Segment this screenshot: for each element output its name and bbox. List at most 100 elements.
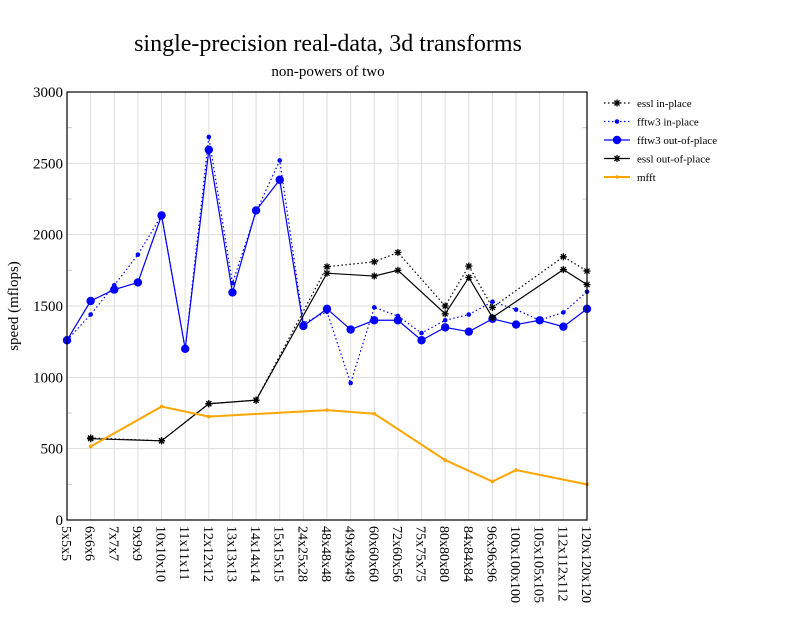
x-tick-label: 10x10x10 [153,526,168,582]
data-point [490,299,495,305]
star-marker [465,273,473,281]
star-marker [323,269,331,277]
series-line [90,268,588,442]
y-tick-label: 1000 [33,370,63,386]
x-tick-label: 7x7x7 [105,526,120,561]
data-point [275,175,284,184]
star-stroke [371,258,378,265]
data-point [88,444,93,449]
chart-subtitle: non-powers of two [271,64,384,80]
legend-item: essl in-place [604,98,692,110]
data-point [466,312,472,317]
legend-item: fftw3 in-place [604,117,699,129]
legend-label: fftw3 in-place [637,117,699,129]
x-tick-label: 84x84x84 [460,526,475,582]
y-tick-label: 1500 [33,299,63,315]
star-stroke [394,267,401,274]
data-point [180,344,190,353]
data-point [514,468,518,472]
x-tick-label: 100x100x100 [507,526,522,603]
y-axis-label: speed (mflops) [6,261,22,351]
x-tick-label: 15x15x15 [271,526,286,582]
series-essl-out-of-place [87,266,591,445]
star-stroke [442,303,449,309]
data-point [440,323,450,332]
star-stroke [465,274,472,281]
data-point [417,336,426,345]
data-point [535,316,544,325]
star-marker [205,400,213,408]
data-point [110,285,119,294]
x-tick-label: 75x75x75 [413,526,428,582]
chart-title: single-precision real-data, 3d transform… [134,31,522,57]
x-tick-label: 96x96x96 [483,526,498,582]
data-point [207,414,211,419]
star-marker [613,99,621,107]
data-point [372,411,377,416]
legend: essl in-place fftw3 in-place fftw3 out-of-… [604,98,717,184]
star-marker [252,396,260,404]
star-marker [323,263,331,271]
series-mfft [88,404,589,487]
star-marker [613,155,621,162]
star-stroke [253,397,260,404]
legend-label: fftw3 out-of-place [637,135,717,147]
x-tick-label: 5x5x5 [58,526,73,561]
x-tick-label: 120x120x120 [578,526,593,603]
data-point [157,211,166,220]
data-point [490,479,495,484]
data-point [511,320,521,329]
data-point [513,307,519,312]
star-stroke [87,435,94,442]
x-tick-label: 60x60x60 [365,526,380,582]
star-marker [441,310,449,318]
star-marker [87,435,95,443]
star-marker [394,249,402,256]
star-stroke [614,100,620,106]
x-tick-label: 80x80x80 [436,526,451,582]
data-point [133,278,143,287]
series-group [62,134,592,487]
legend-item: mfft [604,172,656,184]
x-tick-label: 9x9x9 [129,526,144,561]
star-marker [488,303,496,311]
star-stroke [371,273,378,279]
x-tick-label: 12x12x12 [200,526,215,582]
star-marker [559,253,567,261]
star-marker [465,262,473,270]
x-tick-label: 49x49x49 [342,526,357,582]
legend-item: essl out-of-place [604,154,710,166]
data-point [346,325,355,334]
x-tick-label: 105x105x105 [531,526,546,603]
tick-labels: 5x5x5 6x6x6 7x7x7 9x9x9 10x10x10 11x11x11 12x1… [33,85,593,603]
x-tick-label: 6x6x6 [82,526,97,561]
data-point [443,458,447,462]
data-point [299,321,308,331]
data-point [325,408,329,412]
data-point [348,380,353,386]
star-stroke [205,400,212,407]
data-point [206,134,212,140]
star-stroke [324,270,330,277]
star-stroke [465,263,472,270]
x-tick-label: 48x48x48 [318,526,333,582]
star-marker [441,302,449,310]
x-tick-label: 112x112x112 [554,526,569,601]
data-point [322,304,332,314]
star-stroke [158,437,165,444]
star-marker [370,272,378,280]
data-point [86,296,95,306]
plot-frame [66,91,588,521]
x-tick-label: 72x60x56 [389,526,404,582]
x-tick-label: 11x11x11 [176,526,191,580]
series-line [90,405,588,486]
legend-label: essl out-of-place [637,154,710,166]
data-point [88,312,93,317]
star-marker [488,313,496,321]
x-tick-label: 13x13x13 [223,526,238,582]
data-point [159,404,164,409]
legend-label: mfft [637,172,656,184]
star-stroke [489,304,496,311]
data-point [251,206,261,215]
